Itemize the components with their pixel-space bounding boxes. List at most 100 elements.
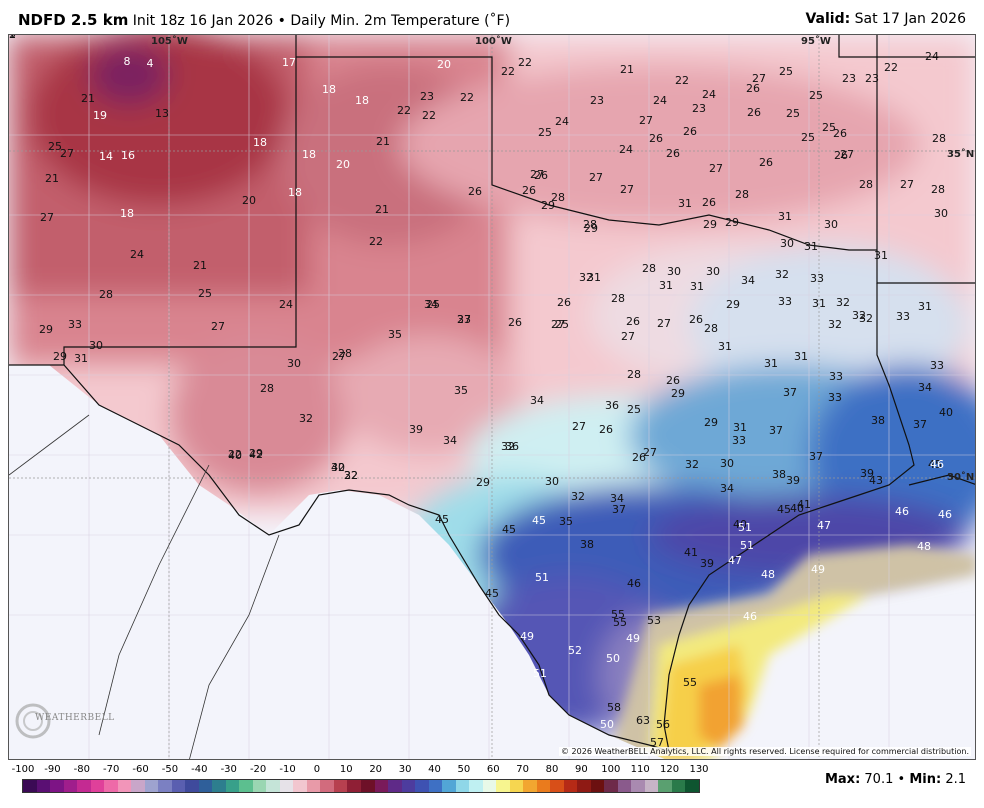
temp-label: 25: [538, 126, 552, 139]
temp-label: 28: [931, 183, 945, 196]
temp-label: 35: [559, 515, 573, 528]
temp-label: 26: [834, 149, 848, 162]
temp-label: 31: [587, 271, 601, 284]
temp-label: 25: [822, 121, 836, 134]
colorbar-segment: [23, 780, 38, 792]
temp-label: 37: [809, 450, 823, 463]
swirl-icon: [15, 703, 51, 739]
colorbar-segment: [671, 780, 686, 792]
temp-label: 26: [747, 106, 761, 119]
colorbar-tick-label: 120: [660, 764, 680, 775]
colorbar-ticks: -100 -90 -80 -70 -60 -50 -40 -30 -20 -10 0 10 20 30 40…: [0, 764, 984, 778]
temp-label: 33: [829, 370, 843, 383]
colorbar-segment: [428, 780, 443, 792]
temp-label: 20: [336, 158, 350, 171]
temp-label: 24: [619, 143, 633, 156]
temp-label: 28: [859, 178, 873, 191]
temp-label: 31: [778, 210, 792, 223]
temp-label: 59: [8, 34, 16, 41]
temp-label: 39: [409, 423, 423, 436]
temp-label: 33: [896, 310, 910, 323]
temp-label: 22: [460, 91, 474, 104]
temp-label: 31: [764, 357, 778, 370]
init-time: Init 18z 16 Jan 2026: [132, 13, 274, 29]
temp-label: 30: [824, 218, 838, 231]
temp-label: 28: [735, 188, 749, 201]
temp-label: 34: [610, 492, 624, 505]
colorbar-segment: [50, 780, 65, 792]
temp-label: 49: [811, 563, 825, 576]
colorbar-segment: [523, 780, 538, 792]
temp-label: 28: [99, 288, 113, 301]
temp-label: 51: [740, 539, 754, 552]
temp-label: 46: [930, 458, 944, 471]
temp-label: 37: [913, 418, 927, 431]
colorbar-segment: [63, 780, 78, 792]
colorbar-segment: [266, 780, 281, 792]
temp-label: 25: [627, 403, 641, 416]
temp-label: 49: [626, 632, 640, 645]
colorbar-segment: [36, 780, 51, 792]
temp-label: 24: [130, 248, 144, 261]
temperature-map[interactable]: 105˚W 100˚W 95˚W 35˚N 30˚N 8 4 17 21 19 13 25 2…: [8, 34, 976, 760]
logo-text: WEATHERBELL: [35, 713, 115, 723]
colorbar-tick-label: -70: [103, 764, 120, 775]
temp-label: 27: [639, 114, 653, 127]
colorbar-tick-label: 30: [398, 764, 412, 775]
temp-label: 25: [555, 318, 569, 331]
colorbar-segment: [306, 780, 321, 792]
temp-label: 40: [733, 518, 747, 531]
temp-label: 29: [726, 298, 740, 311]
colorbar-tick-label: -80: [73, 764, 90, 775]
colorbar-segment: [185, 780, 200, 792]
lon-label-95w: 95˚W: [801, 36, 831, 47]
temp-label: 30: [780, 237, 794, 250]
temp-label: 22: [397, 104, 411, 117]
colorbar-tick-label: -20: [249, 764, 267, 775]
temp-label: 46: [938, 508, 952, 521]
colorbar-segment: [577, 780, 592, 792]
temp-label: 17: [282, 56, 296, 69]
colorbar-tick-label: 100: [601, 764, 621, 775]
temp-label: 26: [759, 156, 773, 169]
temp-label: 18: [253, 136, 267, 149]
temp-label: 23: [692, 102, 706, 115]
temp-label: 38: [772, 468, 786, 481]
temp-label: 27: [900, 178, 914, 191]
temp-label: 31: [74, 352, 88, 365]
temp-label: 24: [925, 50, 939, 63]
temp-label: 27: [709, 162, 723, 175]
temp-label: 27: [457, 313, 471, 326]
temp-label: 25: [801, 131, 815, 144]
temp-label: 27: [60, 147, 74, 160]
temp-label: 29: [249, 447, 263, 460]
colorbar-tick-label: 80: [545, 764, 559, 775]
temp-label: 34: [530, 394, 544, 407]
colorbar-segment: [252, 780, 267, 792]
temp-label: 34: [720, 482, 734, 495]
temp-label: 40: [228, 449, 242, 462]
temp-label: 27: [620, 183, 634, 196]
temp-label: 45: [928, 458, 942, 471]
temp-label: 18: [120, 207, 134, 220]
colorbar-segment: [590, 780, 605, 792]
temp-label: 29: [671, 387, 685, 400]
temp-label: 18: [355, 94, 369, 107]
temp-label: 8: [123, 55, 131, 68]
temp-label: 30: [545, 475, 559, 488]
colorbar-segment: [333, 780, 348, 792]
temp-label: 26: [746, 82, 760, 95]
temp-label: 27: [551, 318, 565, 331]
temp-label: 26: [833, 127, 847, 140]
map-title: NDFD 2.5 km Init 18z 16 Jan 2026 • Daily…: [18, 11, 510, 29]
colorbar-segment: [144, 780, 159, 792]
temp-label: 39: [860, 467, 874, 480]
temp-label: 28: [642, 262, 656, 275]
temp-label: 29: [704, 416, 718, 429]
colorbar-tick-label: -60: [132, 764, 149, 775]
colorbar-tick-label: 110: [630, 764, 650, 775]
temp-label: 34: [741, 274, 755, 287]
colorbar-segment: [239, 780, 254, 792]
colorbar-segment: [482, 780, 497, 792]
temp-label: 33: [68, 318, 82, 331]
